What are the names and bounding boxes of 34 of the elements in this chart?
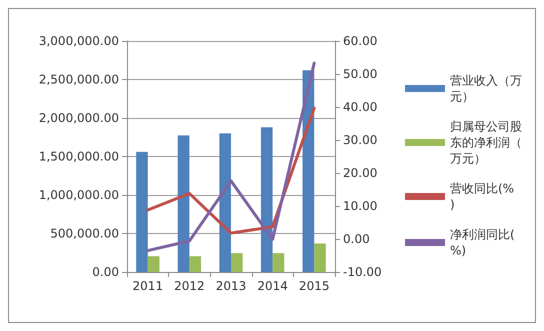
bar bbox=[136, 152, 148, 272]
legend-label: 归属母公司股东的净利润（万元） bbox=[450, 120, 522, 166]
legend-label: 营业收入（万元） bbox=[450, 74, 522, 104]
y2-tick-label: 50.00 bbox=[343, 67, 378, 81]
legend-label: 净利润同比(%) bbox=[450, 228, 515, 258]
y2-tick-label: 20.00 bbox=[343, 166, 378, 180]
y-tick-label: 2,500,000.00 bbox=[38, 72, 119, 86]
y2-tick-label: 30.00 bbox=[343, 133, 378, 147]
y2-tick-label: 0.00 bbox=[343, 232, 370, 246]
y-tick-label: 0.00 bbox=[92, 265, 119, 279]
bar bbox=[219, 133, 231, 272]
bar bbox=[314, 244, 326, 272]
bar bbox=[178, 135, 190, 272]
y-tick-label: 1,000,000.00 bbox=[38, 188, 119, 202]
y-tick-label: 500,000.00 bbox=[50, 226, 119, 240]
bar bbox=[231, 253, 243, 272]
y2-tick-label: 60.00 bbox=[343, 34, 378, 48]
line-series bbox=[146, 62, 316, 252]
x-tick-label: 2015 bbox=[298, 279, 330, 293]
x-tick-label: 2014 bbox=[257, 279, 288, 293]
bar bbox=[189, 256, 202, 272]
y-tick-label: 2,000,000.00 bbox=[38, 111, 119, 125]
legend-label: 营收同比(%) bbox=[450, 182, 514, 212]
x-tick-label: 2013 bbox=[216, 279, 246, 293]
bar bbox=[148, 256, 160, 272]
y2-tick-label: 40.00 bbox=[343, 100, 378, 114]
bar bbox=[260, 127, 273, 272]
y2-tick-label: -10.00 bbox=[343, 265, 382, 279]
x-tick-label: 2012 bbox=[174, 279, 205, 293]
y-tick-label: 3,000,000.00 bbox=[38, 34, 119, 48]
x-tick-label: 2011 bbox=[132, 279, 164, 293]
bar bbox=[272, 253, 284, 272]
y2-tick-label: 10.00 bbox=[343, 199, 378, 213]
y-tick-label: 1,500,000.00 bbox=[38, 150, 119, 164]
